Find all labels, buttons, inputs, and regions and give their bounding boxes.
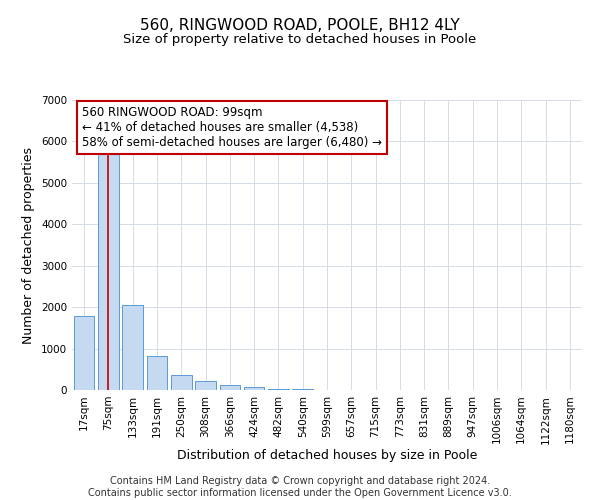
X-axis label: Distribution of detached houses by size in Poole: Distribution of detached houses by size … xyxy=(177,449,477,462)
Text: Contains HM Land Registry data © Crown copyright and database right 2024.
Contai: Contains HM Land Registry data © Crown c… xyxy=(88,476,512,498)
Bar xyxy=(195,381,216,390)
Bar xyxy=(244,388,265,390)
Text: 560 RINGWOOD ROAD: 99sqm
← 41% of detached houses are smaller (4,538)
58% of sem: 560 RINGWOOD ROAD: 99sqm ← 41% of detach… xyxy=(82,106,382,149)
Bar xyxy=(122,305,143,390)
Bar xyxy=(74,316,94,390)
Bar xyxy=(268,389,289,390)
Y-axis label: Number of detached properties: Number of detached properties xyxy=(22,146,35,344)
Text: Size of property relative to detached houses in Poole: Size of property relative to detached ho… xyxy=(124,32,476,46)
Bar xyxy=(146,356,167,390)
Bar xyxy=(171,375,191,390)
Text: 560, RINGWOOD ROAD, POOLE, BH12 4LY: 560, RINGWOOD ROAD, POOLE, BH12 4LY xyxy=(140,18,460,32)
Bar xyxy=(220,386,240,390)
Bar xyxy=(98,152,119,390)
